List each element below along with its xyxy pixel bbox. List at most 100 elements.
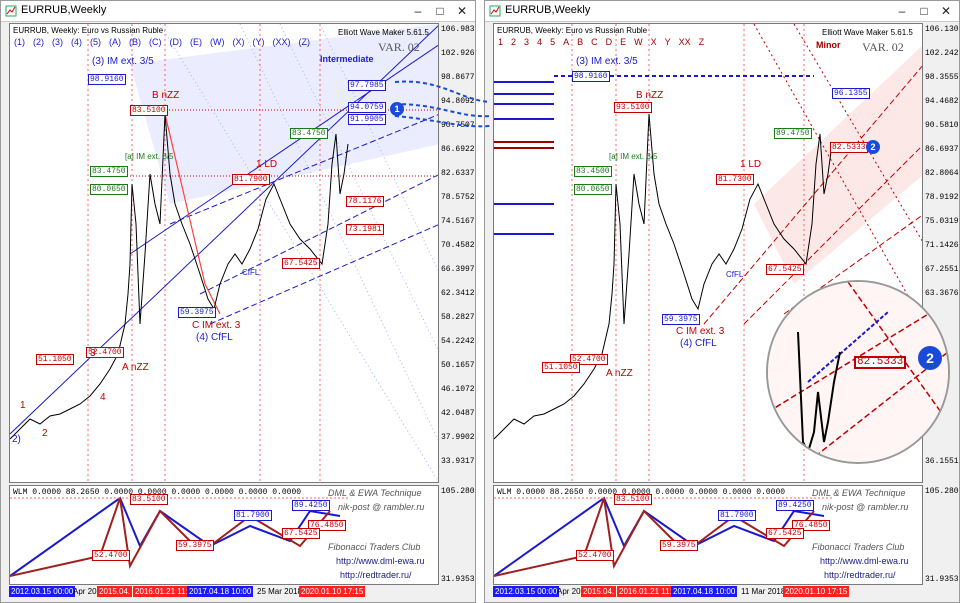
ind-label: 89.4250 — [292, 500, 330, 511]
price-line — [797, 331, 841, 455]
chart-window-right[interactable]: EURRUB,Weekly – □ ✕ — [484, 0, 960, 603]
variant-label: VAR. 02 — [378, 40, 420, 54]
degree-label: Minor — [816, 40, 841, 50]
price-axis[interactable]: 106.1301 102.2428 98.3555 94.4682 90.581… — [923, 23, 959, 586]
price-line — [494, 113, 833, 440]
target-label: 94.0759 — [348, 102, 386, 113]
time-tick: 2012.03.15 00:00 — [493, 586, 560, 597]
chart-icon — [5, 5, 17, 17]
price-label: 89.4750 — [774, 128, 812, 139]
price-label: 80.0650 — [90, 184, 128, 195]
wave-marker: (3) IM ext. 3/5 — [92, 56, 154, 67]
price-label: 80.0650 — [574, 184, 612, 195]
price-tick: 46.1072 — [441, 385, 475, 394]
price-label: 73.1981 — [346, 224, 384, 235]
time-tick: 25 Mar 2018 — [257, 587, 302, 596]
price-tick: 67.2551 — [925, 265, 959, 274]
price-label: 83.4750 — [290, 128, 328, 139]
wave-label: (X) — [232, 37, 245, 47]
wave-marker: 2) — [12, 434, 21, 445]
target-label: 96.1355 — [832, 88, 870, 99]
time-tick: 2015.04. — [97, 586, 133, 597]
grid-line — [239, 24, 438, 441]
watermark-url[interactable]: http://redtrader.ru/ — [340, 570, 412, 580]
price-axis[interactable]: 106.9837 102.9263 98.8677 94.8092 90.750… — [439, 23, 475, 586]
wave-label: Z — [698, 37, 705, 47]
fib-channel-area — [754, 45, 922, 284]
price-label: 81.7900 — [232, 174, 270, 185]
watermark-url[interactable]: http://www.dml-ewa.ru — [336, 556, 425, 566]
time-tick: 2015.04. — [581, 586, 617, 597]
wave-marker: (4) CfFL — [680, 338, 717, 349]
watermark-url[interactable]: http://redtrader.ru/ — [824, 570, 896, 580]
wave-marker: 4 — [100, 392, 106, 403]
wave-label: (1) — [14, 37, 25, 47]
wave-label: A — [563, 37, 570, 47]
window-titlebar[interactable]: EURRUB,Weekly – □ ✕ — [485, 1, 959, 22]
wave-label: Y — [664, 37, 671, 47]
close-button[interactable]: ✕ — [940, 4, 952, 18]
chart-window-left[interactable]: EURRUB,Weekly – □ ✕ — [0, 0, 476, 603]
price-tick: 82.6337 — [441, 169, 475, 178]
time-tick: 11 Mar 2018 — [741, 587, 786, 596]
minimize-button[interactable]: – — [898, 4, 906, 18]
maximize-button[interactable]: □ — [436, 4, 444, 18]
watermark-club: Fibonacci Traders Club — [812, 542, 905, 552]
time-tick: Apr 201 — [73, 587, 102, 596]
time-tick: 2020.01.10 17:15 — [783, 586, 850, 597]
price-tick: 102.9263 — [441, 49, 476, 58]
price-tick: 75.0319 — [925, 217, 959, 226]
channel-line — [703, 65, 922, 325]
price-tick: 31.9353 — [925, 575, 959, 584]
magnifier-canvas — [768, 282, 948, 462]
wave-marker: CfFL — [242, 268, 260, 277]
wave-label: (E) — [190, 37, 202, 47]
time-axis[interactable]: 2012.03.15 00:00 Apr 201 2015.04. 2016.0… — [9, 586, 439, 598]
wave-label: (3) — [52, 37, 63, 47]
watermark-url[interactable]: http://www.dml-ewa.ru — [820, 556, 909, 566]
price-label: 83.5100 — [130, 105, 168, 116]
indicator-name: Elliott Wave Maker 5.61.5 — [338, 28, 429, 37]
wave-marker: A nZZ — [606, 368, 633, 379]
minimize-button[interactable]: – — [414, 4, 422, 18]
time-tick: 2016.01.21 11: — [133, 586, 190, 597]
ind-label: 81.7900 — [718, 510, 756, 521]
indicator-panel[interactable]: WLM 0.0000 88.2650 0.0000 0.0000 0.0000 … — [493, 485, 923, 585]
price-label: 67.5425 — [282, 258, 320, 269]
wave-label: (A) — [109, 37, 121, 47]
channel-line — [743, 145, 922, 325]
price-label: 52.4700 — [570, 354, 608, 365]
ind-label: 52.4700 — [576, 550, 614, 561]
time-axis[interactable]: 2012.03.15 00:00 Apr 201 2015.04. 2016.0… — [493, 586, 923, 598]
wave-label: 3 — [524, 37, 530, 47]
maximize-button[interactable]: □ — [920, 4, 928, 18]
time-tick: 2012.03.15 00:00 — [9, 586, 76, 597]
price-label: 98.9160 — [88, 74, 126, 85]
ind-label: 52.4700 — [92, 550, 130, 561]
target-label: 91.9905 — [348, 114, 386, 125]
price-label: 83.4500 — [574, 166, 612, 177]
channel-line — [768, 301, 948, 413]
price-tick: 98.8677 — [441, 73, 475, 82]
price-chart[interactable]: 1 2 3 4 5 A B C D E W X Y XX Z EURRUB, Weekly: Euro vs… — [493, 23, 923, 483]
ind-label: 67.5425 — [766, 528, 804, 539]
price-label: 93.5100 — [614, 102, 652, 113]
wave-label: C — [591, 37, 598, 47]
wave-label: W — [634, 37, 643, 47]
window-titlebar[interactable]: EURRUB,Weekly – □ ✕ — [1, 1, 475, 22]
channel-line — [807, 351, 948, 462]
ind-label: 59.3975 — [660, 540, 698, 551]
indicator-panel[interactable]: WLM 0.0000 88.2650 0.0000 0.0000 0.0000 … — [9, 485, 439, 585]
price-tick: 98.3555 — [925, 73, 959, 82]
price-chart[interactable]: (1) (2) (3) (4) (5) (A) (B) (C) (D) (E) (W) (X) (Y) (… — [9, 23, 439, 483]
price-label: 59.3975 — [662, 314, 700, 325]
fib-fan-area — [130, 24, 438, 204]
close-button[interactable]: ✕ — [456, 4, 468, 18]
wave-label: B — [577, 37, 584, 47]
wave-marker: (4) CfFL — [196, 332, 233, 343]
price-tick: 90.5810 — [925, 121, 959, 130]
wave-marker: [a] IM ext. 3/5 — [609, 152, 658, 161]
wave-label: (5) — [90, 37, 101, 47]
price-tick: 106.9837 — [441, 25, 476, 34]
channel-line — [847, 282, 948, 423]
